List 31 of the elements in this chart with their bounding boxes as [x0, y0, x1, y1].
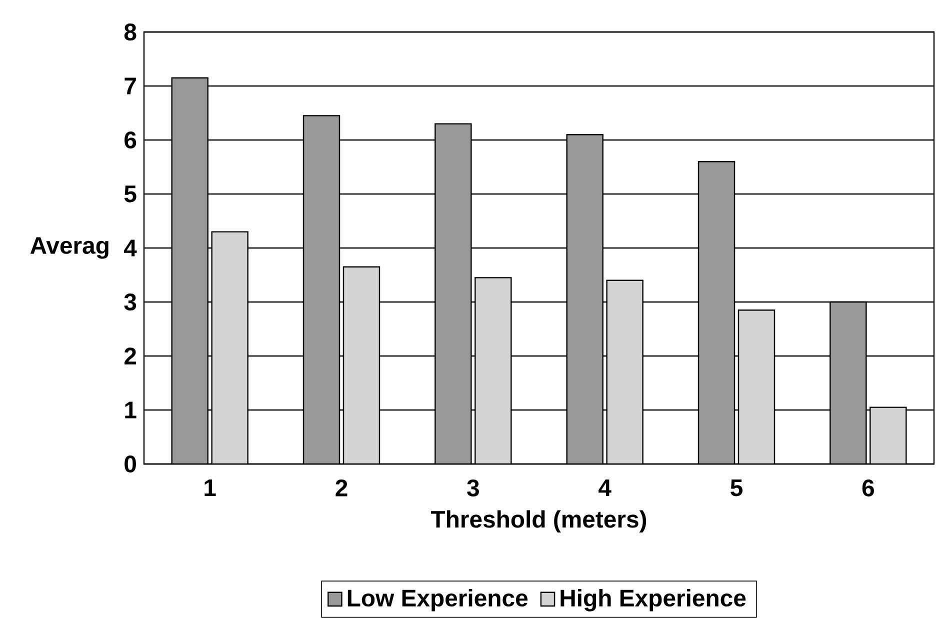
bar: [434, 123, 472, 464]
x-tick-label: 5: [730, 480, 742, 496]
x-tick-label: 1: [204, 480, 216, 496]
y-tick-label: 0: [124, 456, 136, 472]
y-tick-label: 4: [124, 240, 137, 256]
bar: [830, 301, 867, 464]
y-tick-label: 1: [125, 402, 136, 418]
bar: [566, 134, 604, 464]
x-tick-label: 4: [598, 480, 612, 496]
y-tick-label: 5: [124, 186, 136, 202]
y-tick-label: 3: [124, 294, 136, 310]
bar: [870, 406, 907, 464]
y-tick-label: 2: [124, 348, 136, 364]
legend-label: Low Experience: [348, 589, 528, 612]
x-tick-label: 6: [862, 480, 874, 496]
bar: [738, 310, 776, 464]
x-axis-title: Threshold (meters): [431, 510, 646, 532]
bar: [171, 77, 208, 464]
legend-label: High Experience: [560, 589, 746, 612]
x-tick-label: 3: [467, 480, 479, 497]
y-axis-title: Averag: [30, 237, 108, 259]
bar: [211, 231, 248, 464]
bar: [302, 115, 340, 464]
bar: [606, 280, 644, 464]
y-tick-label: 8: [124, 24, 136, 40]
y-tick-label: 6: [124, 132, 136, 148]
bar: [474, 277, 512, 464]
bar: [342, 266, 380, 464]
bar: [698, 160, 736, 464]
y-tick-label: 7: [124, 78, 136, 94]
x-tick-label: 2: [336, 480, 348, 496]
